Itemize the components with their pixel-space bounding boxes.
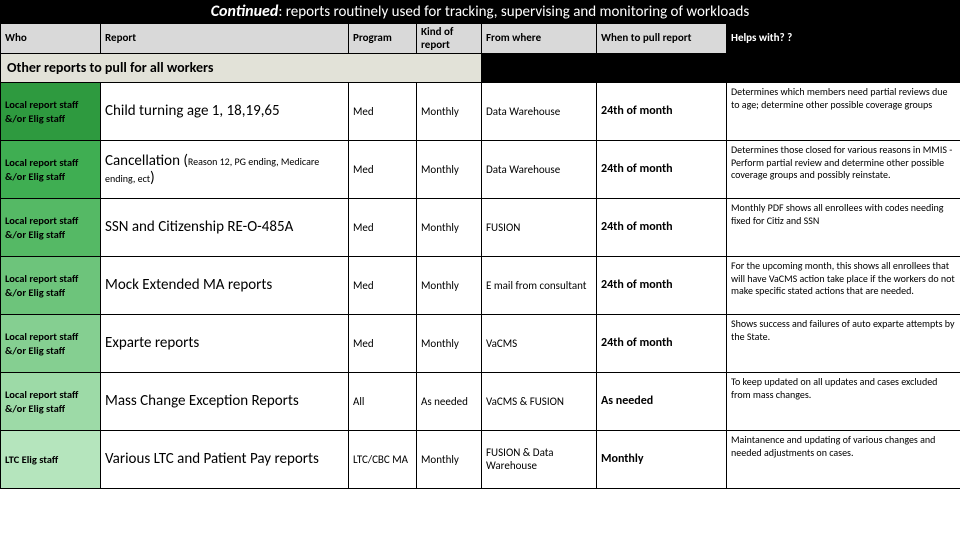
- cell-report: Mock Extended MA reports: [101, 257, 349, 315]
- cell-from: FUSION: [482, 199, 597, 257]
- cell-when: As needed: [597, 373, 727, 431]
- cell-kind: Monthly: [417, 431, 482, 489]
- cell-program: Med: [349, 83, 417, 141]
- table-row: LTC Elig staffVarious LTC and Patient Pa…: [1, 431, 960, 489]
- cell-report: SSN and Citizenship RE-O-485A: [101, 199, 349, 257]
- cell-helps: Monthly PDF shows all enrollees with cod…: [727, 199, 960, 257]
- cell-program: Med: [349, 141, 417, 199]
- cell-from: Data Warehouse: [482, 83, 597, 141]
- cell-kind: Monthly: [417, 83, 482, 141]
- header-kind: Kind of report: [417, 24, 482, 54]
- header-row: Who Report Program Kind of report From w…: [1, 24, 960, 54]
- header-report: Report: [101, 24, 349, 54]
- cell-program: Med: [349, 257, 417, 315]
- title-bar: Continued: reports routinely used for tr…: [0, 0, 960, 23]
- cell-from: E mail from consultant: [482, 257, 597, 315]
- cell-kind: As needed: [417, 373, 482, 431]
- cell-report: Child turning age 1, 18,19,65: [101, 83, 349, 141]
- cell-report: Mass Change Exception Reports: [101, 373, 349, 431]
- cell-program: All: [349, 373, 417, 431]
- cell-when: 24th of month: [597, 315, 727, 373]
- header-program: Program: [349, 24, 417, 54]
- cell-when: 24th of month: [597, 83, 727, 141]
- table-row: Local report staff &/or Elig staffMass C…: [1, 373, 960, 431]
- cell-who: LTC Elig staff: [1, 431, 101, 489]
- cell-helps: Maintanence and updating of various chan…: [727, 431, 960, 489]
- reports-table: Who Report Program Kind of report From w…: [0, 23, 960, 489]
- table-row: Local report staff &/or Elig staffSSN an…: [1, 199, 960, 257]
- cell-from: Data Warehouse: [482, 141, 597, 199]
- cell-who: Local report staff &/or Elig staff: [1, 373, 101, 431]
- title-continued: Continued: [211, 2, 279, 21]
- cell-helps: Determines those closed for various reas…: [727, 141, 960, 199]
- cell-kind: Monthly: [417, 257, 482, 315]
- cell-helps: To keep updated on all updates and cases…: [727, 373, 960, 431]
- title-rest: : reports routinely used for tracking, s…: [278, 3, 749, 21]
- header-from: From where: [482, 24, 597, 54]
- cell-program: Med: [349, 315, 417, 373]
- cell-who: Local report staff &/or Elig staff: [1, 315, 101, 373]
- cell-from: VaCMS: [482, 315, 597, 373]
- cell-program: LTC/CBC MA: [349, 431, 417, 489]
- cell-report: Cancellation (Reason 12, PG ending, Medi…: [101, 141, 349, 199]
- cell-helps: Determines which members need partial re…: [727, 83, 960, 141]
- table-row: Local report staff &/or Elig staffExpart…: [1, 315, 960, 373]
- section-black: [482, 54, 960, 83]
- cell-program: Med: [349, 199, 417, 257]
- cell-report: Exparte reports: [101, 315, 349, 373]
- cell-kind: Monthly: [417, 141, 482, 199]
- cell-from: FUSION & Data Warehouse: [482, 431, 597, 489]
- cell-when: Monthly: [597, 431, 727, 489]
- cell-kind: Monthly: [417, 315, 482, 373]
- section-title: Other reports to pull for all workers: [1, 54, 482, 83]
- cell-when: 24th of month: [597, 257, 727, 315]
- cell-who: Local report staff &/or Elig staff: [1, 83, 101, 141]
- cell-report: Various LTC and Patient Pay reports: [101, 431, 349, 489]
- table-row: Local report staff &/or Elig staffChild …: [1, 83, 960, 141]
- table-body: Other reports to pull for all workers Lo…: [1, 54, 960, 489]
- cell-helps: For the upcoming month, this shows all e…: [727, 257, 960, 315]
- page-container: Continued: reports routinely used for tr…: [0, 0, 960, 540]
- table-row: Local report staff &/or Elig staffCancel…: [1, 141, 960, 199]
- cell-kind: Monthly: [417, 199, 482, 257]
- cell-who: Local report staff &/or Elig staff: [1, 199, 101, 257]
- cell-who: Local report staff &/or Elig staff: [1, 141, 101, 199]
- cell-when: 24th of month: [597, 141, 727, 199]
- table-row: Local report staff &/or Elig staffMock E…: [1, 257, 960, 315]
- cell-who: Local report staff &/or Elig staff: [1, 257, 101, 315]
- header-helps: Helps with? ?: [727, 24, 960, 54]
- section-row: Other reports to pull for all workers: [1, 54, 960, 83]
- cell-when: 24th of month: [597, 199, 727, 257]
- cell-from: VaCMS & FUSION: [482, 373, 597, 431]
- header-who: Who: [1, 24, 101, 54]
- cell-helps: Shows success and failures of auto expar…: [727, 315, 960, 373]
- header-when: When to pull report: [597, 24, 727, 54]
